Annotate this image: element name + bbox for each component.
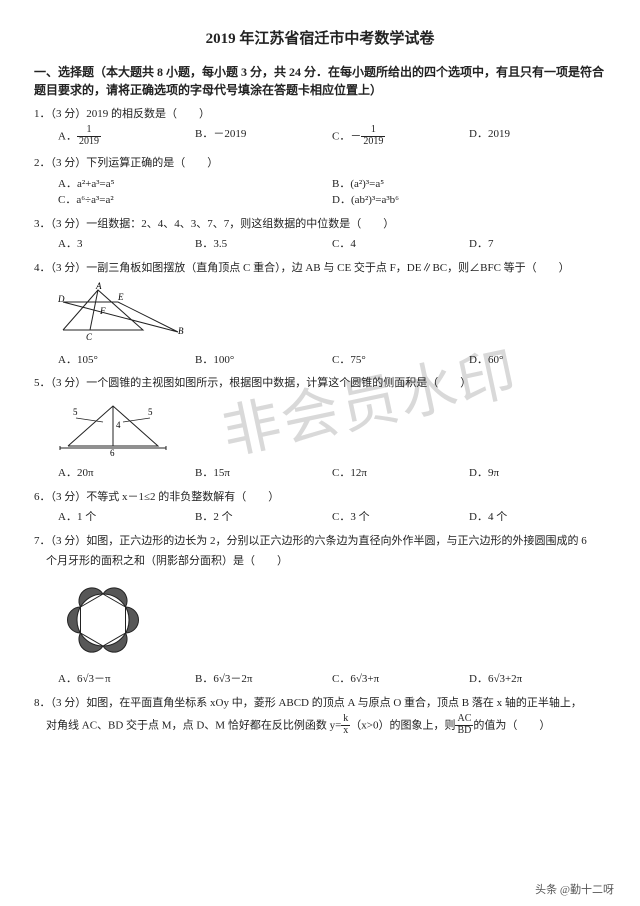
q1-optD: D．2019 — [469, 126, 606, 148]
q6-optD: D．4 个 — [469, 509, 606, 526]
q7-text2: 个月牙形的面积之和（阴影部分面积）是（ ） — [46, 553, 606, 570]
q2-optA: A．a²+a³=a⁵ — [58, 176, 332, 193]
fraction: 12019 — [77, 125, 101, 147]
q1-optA: A．12019 — [58, 126, 195, 148]
q7-optB: B．6√3－2π — [195, 671, 332, 688]
q2-optB: B．(a²)³=a⁵ — [332, 176, 606, 193]
q5-optB: B．15π — [195, 465, 332, 482]
svg-text:C: C — [86, 332, 93, 342]
page-content: 2019 年江苏省宿迁市中考数学试卷 一、选择题（本大题共 8 小题，每小题 3… — [34, 28, 606, 737]
svg-text:5: 5 — [73, 407, 78, 417]
q4-optD: D．60° — [469, 352, 606, 369]
question-2: 2．（3 分）下列运算正确的是（ ） A．a²+a³=a⁵ B．(a²)³=a⁵… — [34, 155, 606, 209]
question-4: 4．（3 分）一副三角板如图摆放（直角顶点 C 重合），边 AB 与 CE 交于… — [34, 260, 606, 369]
svg-text:E: E — [117, 292, 124, 302]
q6-options: A．1 个 B．2 个 C．3 个 D．4 个 — [58, 509, 606, 526]
q5-optC: C．12π — [332, 465, 469, 482]
q5-optD: D．9π — [469, 465, 606, 482]
q7-options: A．6√3－π B．6√3－2π C．6√3+π D．6√3+2π — [58, 671, 606, 688]
q4-optB: B．100° — [195, 352, 332, 369]
q4-options: A．105° B．100° C．75° D．60° — [58, 352, 606, 369]
question-6: 6．（3 分）不等式 x－1≤2 的非负整数解有（ ） A．1 个 B．2 个 … — [34, 489, 606, 526]
question-1: 1．（3 分）2019 的相反数是（ ） A．12019 B．－2019 C．－… — [34, 106, 606, 149]
q2-optC: C．a⁶÷a³=a² — [58, 192, 332, 209]
q6-text: 6．（3 分）不等式 x－1≤2 的非负整数解有（ ） — [34, 489, 606, 506]
q3-options: A．3 B．3.5 C．4 D．7 — [58, 236, 606, 253]
q3-optC: C．4 — [332, 236, 469, 253]
q2-optD: D．(ab²)³=a³b⁶ — [332, 192, 606, 209]
q8-text1: 8．（3 分）如图，在平面直角坐标系 xOy 中，菱形 ABCD 的顶点 A 与… — [34, 695, 606, 712]
q4-optA: A．105° — [58, 352, 195, 369]
fraction: 12019 — [361, 125, 385, 147]
exam-title: 2019 年江苏省宿迁市中考数学试卷 — [34, 28, 606, 51]
svg-text:6: 6 — [110, 448, 115, 458]
q7-optA: A．6√3－π — [58, 671, 195, 688]
q6-optB: B．2 个 — [195, 509, 332, 526]
q7-text1: 7．（3 分）如图，正六边形的边长为 2，分别以正六边形的六条边为直径向外作半圆… — [34, 533, 606, 550]
q3-optD: D．7 — [469, 236, 606, 253]
section-header: 一、选择题（本大题共 8 小题，每小题 3 分，共 24 分．在每小题所给出的四… — [34, 63, 606, 99]
q1-optB: B．－2019 — [195, 126, 332, 148]
q3-text: 3．（3 分）一组数据：2、4、4、3、7、7，则这组数据的中位数是（ ） — [34, 216, 606, 233]
q2-options: A．a²+a³=a⁵ B．(a²)³=a⁵ C．a⁶÷a³=a² D．(ab²)… — [58, 176, 606, 209]
question-7: 7．（3 分）如图，正六边形的边长为 2，分别以正六边形的六条边为直径向外作半圆… — [34, 533, 606, 688]
svg-text:B: B — [178, 326, 184, 336]
q4-diagram: A D E F C B — [58, 282, 606, 350]
svg-text:4: 4 — [116, 420, 121, 430]
q5-text: 5．（3 分）一个圆锥的主视图如图所示，根据图中数据，计算这个圆锥的侧面积是（ … — [34, 375, 606, 392]
q1-options: A．12019 B．－2019 C．－12019 D．2019 — [58, 126, 606, 148]
q8-text2: 对角线 AC、BD 交于点 M，点 D、M 恰好都在反比例函数 y=kx（x>0… — [46, 715, 606, 737]
svg-text:F: F — [99, 306, 106, 316]
q6-optC: C．3 个 — [332, 509, 469, 526]
question-8: 8．（3 分）如图，在平面直角坐标系 xOy 中，菱形 ABCD 的顶点 A 与… — [34, 695, 606, 738]
svg-text:D: D — [58, 294, 65, 304]
q7-diagram — [58, 576, 606, 670]
q3-optB: B．3.5 — [195, 236, 332, 253]
svg-text:A: A — [95, 282, 102, 291]
q3-optA: A．3 — [58, 236, 195, 253]
q1-optC: C．－12019 — [332, 126, 469, 148]
q5-diagram: 5 5 4 6 — [58, 398, 606, 464]
q2-text: 2．（3 分）下列运算正确的是（ ） — [34, 155, 606, 172]
q6-optA: A．1 个 — [58, 509, 195, 526]
q7-optD: D．6√3+2π — [469, 671, 606, 688]
fraction: ACBD — [455, 714, 473, 736]
q7-optC: C．6√3+π — [332, 671, 469, 688]
q4-text: 4．（3 分）一副三角板如图摆放（直角顶点 C 重合），边 AB 与 CE 交于… — [34, 260, 606, 277]
q5-options: A．20π B．15π C．12π D．9π — [58, 465, 606, 482]
q1-text: 1．（3 分）2019 的相反数是（ ） — [34, 106, 606, 123]
question-5: 5．（3 分）一个圆锥的主视图如图所示，根据图中数据，计算这个圆锥的侧面积是（ … — [34, 375, 606, 482]
svg-text:5: 5 — [148, 407, 153, 417]
q5-optA: A．20π — [58, 465, 195, 482]
question-3: 3．（3 分）一组数据：2、4、4、3、7、7，则这组数据的中位数是（ ） A．… — [34, 216, 606, 253]
page-footer: 头条 @勤十二呀 — [535, 882, 614, 899]
q4-optC: C．75° — [332, 352, 469, 369]
fraction: kx — [341, 714, 350, 736]
